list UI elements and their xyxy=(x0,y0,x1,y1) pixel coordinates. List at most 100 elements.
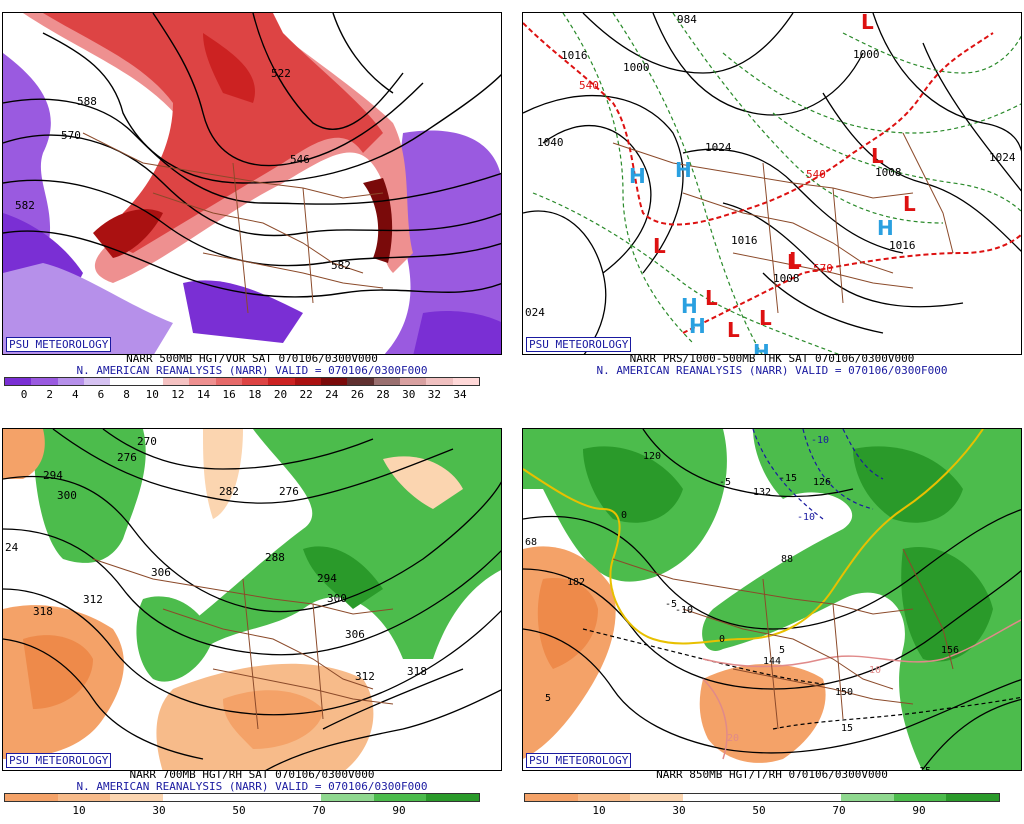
colorbar-ticks: 10 30 50 70 90 xyxy=(524,804,1000,818)
high-pressure-marker: H xyxy=(681,294,698,318)
colorbar-tick-label: 4 xyxy=(71,388,79,401)
contour-label: 582 xyxy=(331,259,351,272)
contour-label: 270 xyxy=(137,435,157,448)
contour-label: 288 xyxy=(265,551,285,564)
colorbar-tick-label: 16 xyxy=(222,388,236,401)
isobar-label: 024 xyxy=(525,306,545,319)
map-pressure-thickness: 984 1016 1000 540 1040 1024 1000 1008 10… xyxy=(522,12,1022,355)
temperature-label: -5 xyxy=(665,599,677,610)
contour-label: 132 xyxy=(753,487,771,498)
isobar-label: 1024 xyxy=(989,151,1016,164)
colorbar-ticks: 0 2 4 6 8 10 12 14 16 18 20 22 24 26 28 30 32 34 xyxy=(4,388,480,402)
contour-label: 306 xyxy=(151,566,171,579)
colorbar-swatch xyxy=(57,378,84,385)
map-title: NARR 700MB HGT/RH SAT 070106/0300V000 xyxy=(129,768,375,781)
colorbar-swatch xyxy=(321,794,374,801)
colorbar-tick-label: 30 xyxy=(152,804,166,817)
contour-label: 150 xyxy=(835,687,853,698)
colorbar-tick-label: 70 xyxy=(832,804,846,817)
contour-label: 300 xyxy=(57,489,77,502)
colorbar-swatch xyxy=(5,378,32,385)
colorbar-tick-label: 28 xyxy=(376,388,390,401)
colorbar-swatch xyxy=(893,794,947,801)
colorbar-swatch xyxy=(5,794,58,801)
colorbar-swatch xyxy=(163,794,216,801)
isobar-label: 1008 xyxy=(875,166,902,179)
map-850mb-temperature-rh: -10 120 -5 -15 132 126 -10 0 88 182 -5 -… xyxy=(522,428,1022,771)
map-title: NARR PRS/1000-500MB THK SAT 070106/0300V… xyxy=(629,352,915,365)
map-title: NARR 500MB HGT/VOR SAT 070106/0300V000 xyxy=(126,352,378,365)
temperature-label: -10 xyxy=(675,605,693,616)
colorbar-swatch xyxy=(268,794,322,801)
contour-label: 126 xyxy=(813,477,831,488)
isobar-label: 1016 xyxy=(561,49,588,62)
colorbar-tick-label: 50 xyxy=(752,804,766,817)
contour-label: 522 xyxy=(271,67,291,80)
psu-badge: PSU METEOROLOGY xyxy=(6,337,112,352)
isobar-label: 1008 xyxy=(773,272,800,285)
contour-labels: 270 276 300 282 276 288 306 294 300 318 … xyxy=(5,435,427,683)
isobar-label: 1016 xyxy=(731,234,758,247)
colorbar-swatch xyxy=(215,378,242,385)
low-pressure-marker: L xyxy=(789,248,802,272)
contour-labels: -10 120 -5 -15 132 126 -10 0 88 182 -5 -… xyxy=(525,435,959,770)
colorbar xyxy=(524,793,1000,802)
colorbar-tick-label: 20 xyxy=(273,388,288,401)
high-pressure-marker: H xyxy=(877,216,894,240)
contour-label: 582 xyxy=(15,199,35,212)
colorbar-swatch xyxy=(373,378,400,385)
panel-850mb-temperature-rh: -10 120 -5 -15 132 126 -10 0 88 182 -5 -… xyxy=(522,428,1022,824)
colorbar-tick-label: 18 xyxy=(248,388,262,401)
isobar-label: 1000 xyxy=(623,61,650,74)
colorbar-tick-label: 26 xyxy=(350,388,365,401)
colorbar-swatch xyxy=(110,794,164,801)
colorbar-swatch xyxy=(136,378,163,385)
contour-label: 24 xyxy=(5,541,19,554)
low-pressure-marker: L xyxy=(871,144,884,168)
contour-label: 156 xyxy=(941,645,959,656)
temperature-label: 10 xyxy=(869,665,881,676)
colorbar-swatch xyxy=(31,378,58,385)
high-pressure-marker: H xyxy=(753,340,770,355)
colorbar-tick-label: 22 xyxy=(299,388,313,401)
low-pressure-marker: L xyxy=(759,306,772,330)
low-pressure-marker: L xyxy=(903,192,916,216)
contour-label: 306 xyxy=(345,628,365,641)
colorbar-swatch xyxy=(83,378,111,385)
colorbar-swatch xyxy=(841,794,894,801)
thickness-label: 570 xyxy=(813,262,833,275)
colorbar-swatch xyxy=(294,378,321,385)
contour-label: 318 xyxy=(407,665,427,678)
panel-sea-level-pressure-thickness: 984 1016 1000 540 1040 1024 1000 1008 10… xyxy=(522,12,1022,408)
colorbar-tick-label: 12 xyxy=(171,388,185,401)
colorbar-tick-label: 10 xyxy=(145,388,159,401)
colorbar xyxy=(4,793,480,802)
colorbar-tick-label: 10 xyxy=(592,804,606,817)
low-pressure-marker: L xyxy=(727,318,740,342)
contour-label: 88 xyxy=(781,554,793,565)
contour-label: 312 xyxy=(355,670,375,683)
high-pressure-marker: H xyxy=(689,314,706,338)
psu-badge: PSU METEOROLOGY xyxy=(526,753,632,768)
colorbar-swatch xyxy=(577,794,631,801)
psu-badge: PSU METEOROLOGY xyxy=(6,753,112,768)
temperature-label: 5 xyxy=(545,693,551,704)
colorbar-swatch xyxy=(241,378,269,385)
colorbar-swatch xyxy=(525,794,578,801)
map-subtitle: N. AMERICAN REANALYSIS (NARR) VALID = 07… xyxy=(76,364,428,377)
contour-label: 120 xyxy=(643,451,661,462)
contour-label: 68 xyxy=(525,537,537,548)
low-pressure-marker: L xyxy=(787,250,800,274)
thickness-label: 540 xyxy=(806,168,826,181)
contour-label: 300 xyxy=(327,592,347,605)
colorbar-tick-label: 10 xyxy=(72,804,86,817)
low-pressure-marker: L xyxy=(653,234,666,258)
colorbar-tick-label: 70 xyxy=(312,804,326,817)
temperature-label: -10 xyxy=(811,435,829,446)
contour-label: 318 xyxy=(33,605,53,618)
contour-label: 144 xyxy=(763,656,781,667)
panel-500mb-vorticity: 522 570 582 546 588 582 PSU METEOROLOGY … xyxy=(2,12,502,408)
isobar-label: 1000 xyxy=(853,48,880,61)
colorbar-swatch xyxy=(735,794,789,801)
temperature-label: -10 xyxy=(797,512,815,523)
